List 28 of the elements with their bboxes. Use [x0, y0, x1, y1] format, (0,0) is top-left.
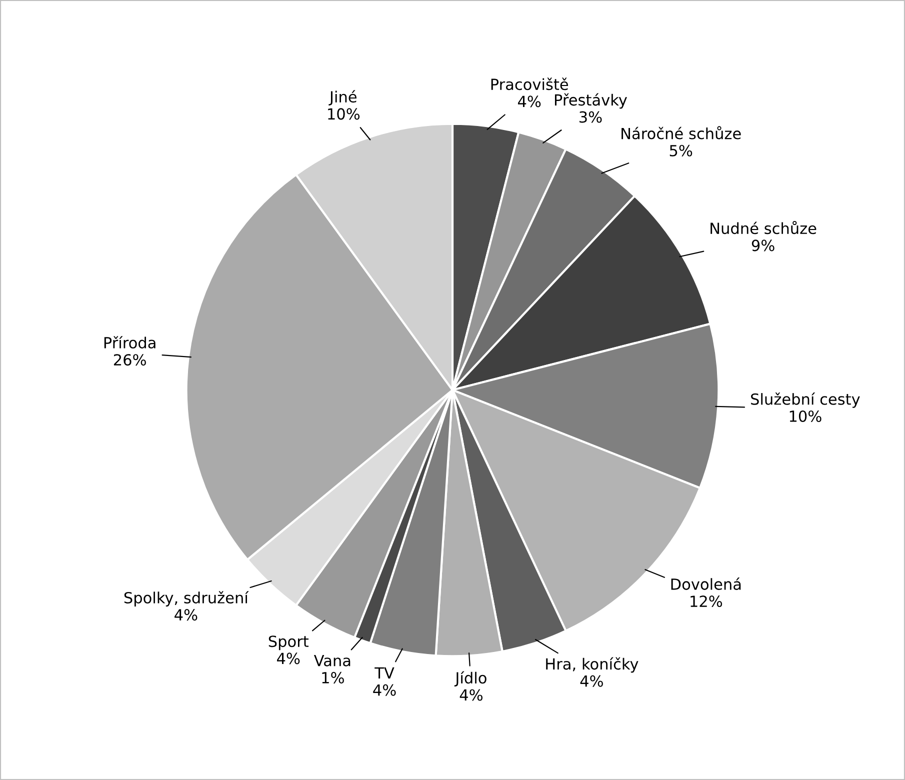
slice-label: Spolky, sdružení	[124, 591, 249, 606]
slice-label: Jiné	[328, 90, 356, 106]
slice-label: Náročné schůze	[622, 126, 741, 140]
data-label: 4%	[580, 675, 603, 687]
data-label: 9%	[752, 240, 774, 252]
data-label: 10%	[790, 410, 822, 422]
data-label: 4%	[373, 684, 396, 696]
slice-label: Hra, koníčky	[546, 657, 638, 673]
data-label: 3%	[580, 111, 602, 123]
slice-label: Nudné schůze	[710, 220, 816, 234]
slice-label: Vana	[314, 655, 350, 666]
data-label: 4%	[277, 652, 300, 664]
data-label: 4%	[460, 689, 482, 701]
data-label: 10%	[328, 108, 360, 120]
slice-label: Pracoviště	[491, 78, 568, 90]
slice-label: Přestávky	[554, 93, 627, 109]
data-label: 4%	[174, 609, 198, 621]
slice-label: TV	[374, 667, 394, 678]
slice-label: Služební cesty	[751, 392, 860, 408]
slice-label: Sport	[268, 636, 309, 650]
data-label: 5%	[670, 144, 692, 156]
data-label: 1%	[322, 672, 344, 684]
slice-label: Jídlo	[454, 671, 486, 686]
data-label: 4%	[518, 96, 541, 108]
data-label: 26%	[114, 354, 146, 366]
slice-label: Dovolená	[671, 578, 741, 590]
slice-label: Příroda	[104, 336, 156, 349]
data-label: 12%	[690, 596, 722, 608]
